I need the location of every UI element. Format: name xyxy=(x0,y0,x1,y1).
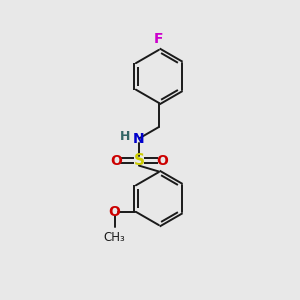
Text: F: F xyxy=(154,32,164,46)
Text: H: H xyxy=(120,130,131,143)
Text: O: O xyxy=(110,154,122,168)
Text: O: O xyxy=(109,205,121,219)
Text: CH₃: CH₃ xyxy=(104,231,126,244)
Text: N: N xyxy=(133,131,145,146)
Text: S: S xyxy=(134,153,144,168)
Text: O: O xyxy=(156,154,168,168)
